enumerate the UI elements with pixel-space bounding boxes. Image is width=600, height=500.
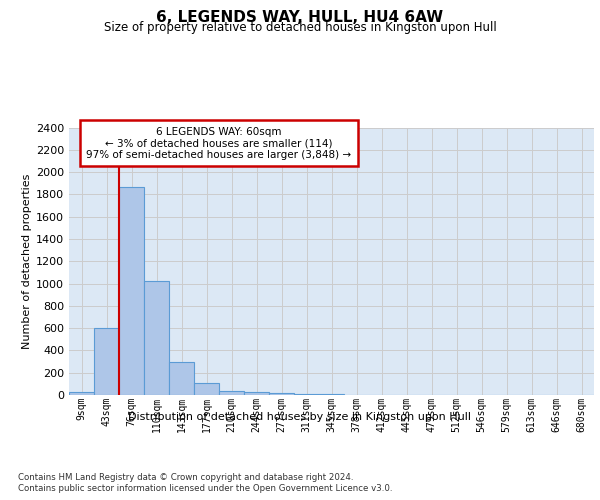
Text: Distribution of detached houses by size in Kingston upon Hull: Distribution of detached houses by size … <box>128 412 472 422</box>
Bar <box>194 384 219 395</box>
Bar <box>294 394 319 395</box>
Bar <box>219 390 244 395</box>
Bar <box>319 394 344 395</box>
Text: 6 LEGENDS WAY: 60sqm
← 3% of detached houses are smaller (114)
97% of semi-detac: 6 LEGENDS WAY: 60sqm ← 3% of detached ho… <box>86 126 352 160</box>
Bar <box>69 392 94 395</box>
Bar <box>119 186 144 395</box>
Bar <box>94 328 119 395</box>
Text: Contains public sector information licensed under the Open Government Licence v3: Contains public sector information licen… <box>18 484 392 493</box>
Bar <box>244 392 269 395</box>
Bar <box>269 394 294 395</box>
Text: Contains HM Land Registry data © Crown copyright and database right 2024.: Contains HM Land Registry data © Crown c… <box>18 472 353 482</box>
Y-axis label: Number of detached properties: Number of detached properties <box>22 174 32 349</box>
Bar <box>169 362 194 395</box>
Bar <box>144 282 169 395</box>
Text: 6, LEGENDS WAY, HULL, HU4 6AW: 6, LEGENDS WAY, HULL, HU4 6AW <box>157 10 443 25</box>
Text: Size of property relative to detached houses in Kingston upon Hull: Size of property relative to detached ho… <box>104 21 496 34</box>
